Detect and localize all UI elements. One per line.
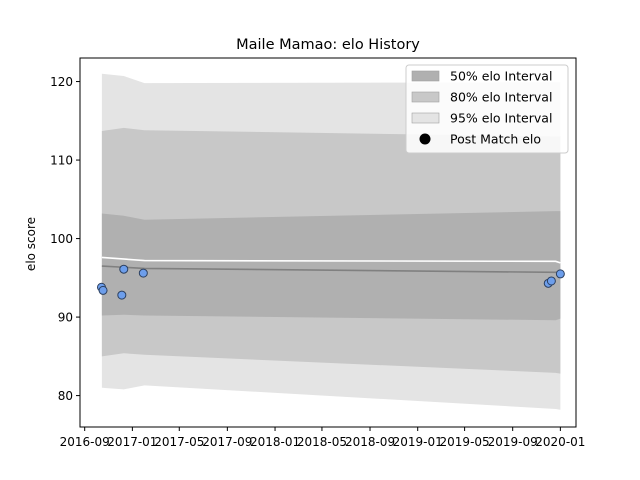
x-tick-label: 2019-05: [440, 435, 490, 449]
post-match-point: [117, 290, 127, 300]
legend-swatch: [411, 91, 440, 103]
legend-label: 80% elo Interval: [450, 90, 552, 105]
post-match-point: [546, 276, 556, 286]
x-tick-label: 2018-09: [345, 435, 395, 449]
post-match-point: [555, 269, 565, 279]
legend-label: 50% elo Interval: [450, 69, 552, 84]
y-tick-label: 110: [50, 154, 73, 168]
x-tick-label: 2019-09: [488, 435, 538, 449]
x-tick-label: 2018-05: [297, 435, 347, 449]
axes: 80 90 100 110 120 2016-092017-012017-052017-0…: [50, 57, 585, 449]
plot-area: [96, 73, 565, 410]
band-50-interval: [101, 211, 561, 321]
x-tick-label: 2020-01: [535, 435, 585, 449]
x-tick-label: 2017-05: [154, 435, 204, 449]
legend: 50% elo Interval 80% elo Interval 95% elo …: [405, 64, 569, 154]
post-match-point: [138, 268, 148, 278]
post-match-point: [98, 285, 108, 295]
y-tick-label: 120: [50, 75, 73, 89]
x-tick-label: 2018-01: [250, 435, 300, 449]
y-tick-label: 100: [50, 232, 73, 246]
x-tick-label: 2016-09: [60, 435, 110, 449]
legend-label: Post Match elo: [450, 132, 541, 147]
chart-title: Maile Mamao: elo History: [236, 37, 420, 53]
legend-box: [405, 64, 569, 154]
y-tick-label: 90: [58, 311, 73, 325]
legend-swatch: [411, 70, 440, 82]
legend-marker: [419, 133, 431, 145]
post-match-point: [119, 264, 129, 274]
x-tick-label: 2017-01: [107, 435, 157, 449]
y-axis-label: elo score: [24, 217, 38, 271]
legend-swatch: [411, 112, 440, 124]
x-tick-label: 2017-09: [202, 435, 252, 449]
legend-label: 95% elo Interval: [450, 111, 552, 126]
trend-line-1: [101, 256, 561, 264]
axes-frame: [79, 57, 577, 428]
y-tick-label: 80: [58, 389, 73, 403]
x-tick-label: 2019-01: [393, 435, 443, 449]
